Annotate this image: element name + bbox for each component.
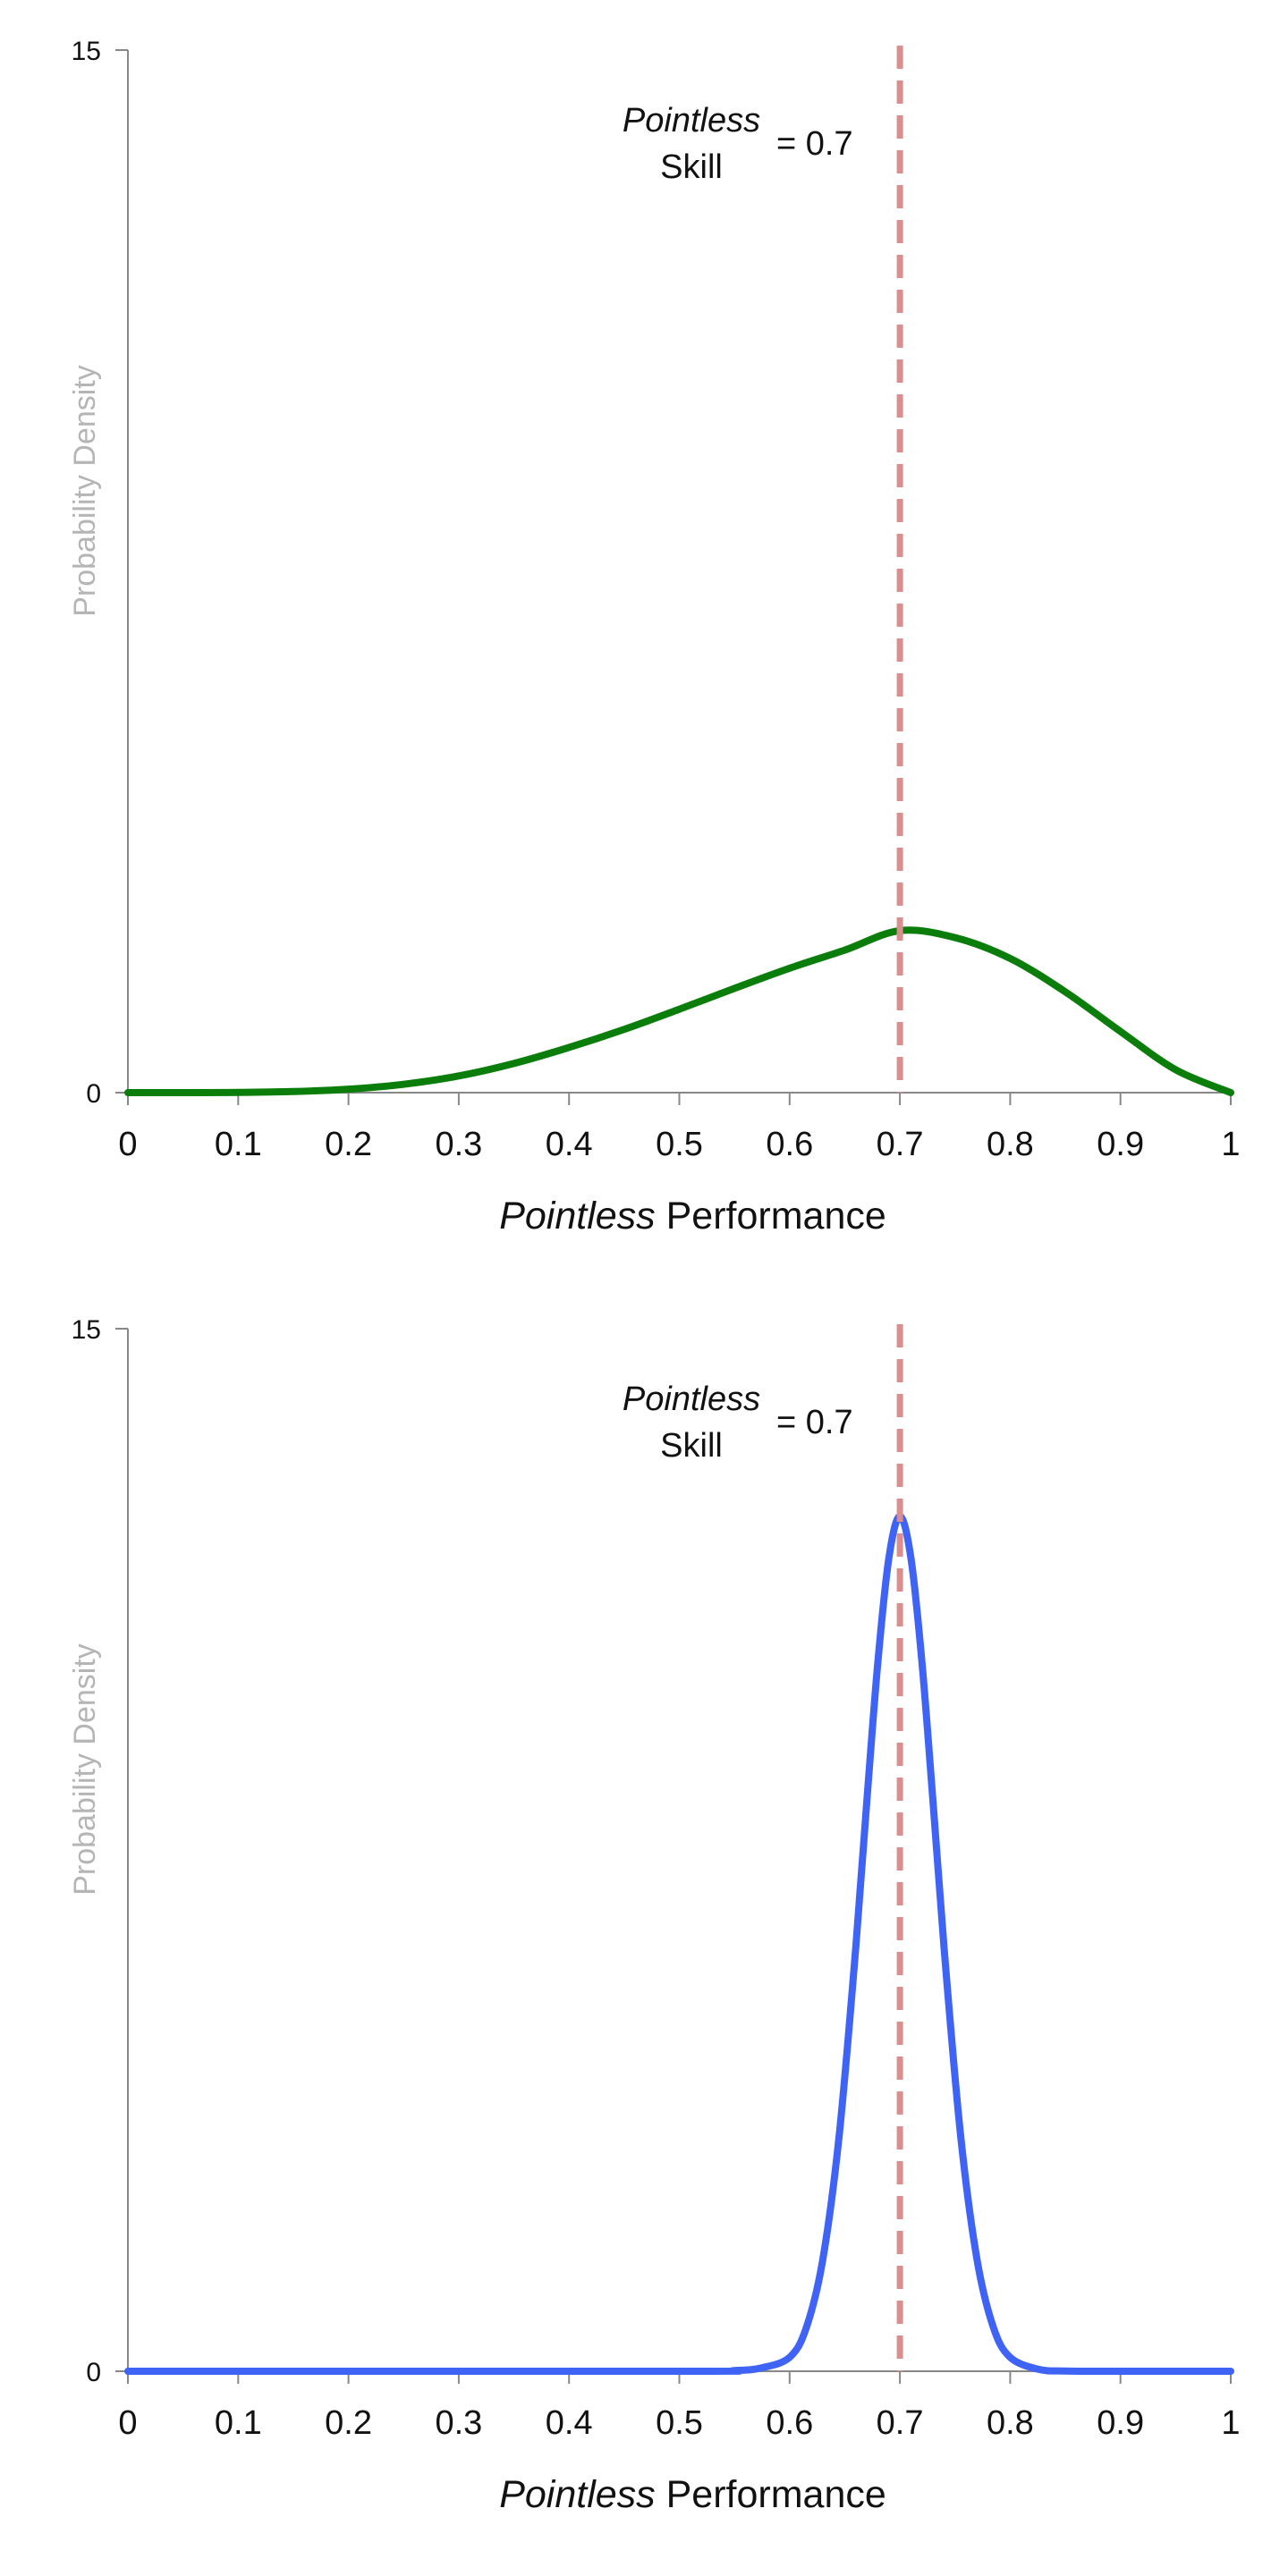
x-tick-label: 0.3	[435, 1126, 482, 1163]
y-tick-label: 15	[72, 37, 101, 66]
y-tick-label: 0	[86, 2358, 101, 2387]
x-tick-label: 0.2	[325, 1126, 372, 1163]
annotation-value: = 0.7	[776, 125, 853, 163]
annotation-skill: Skill	[660, 1427, 723, 1465]
x-tick-label: 0.7	[877, 1126, 924, 1163]
x-axis-label-italic: Pointless	[499, 1195, 655, 1237]
x-tick-label: 0.3	[435, 2404, 482, 2442]
x-tick-label: 1	[1221, 1126, 1240, 1163]
annotation-skill: Skill	[660, 148, 723, 186]
x-tick-label: 0.2	[325, 2404, 372, 2442]
y-tick-label: 15	[72, 1315, 101, 1345]
x-tick-label: 0.4	[546, 2404, 593, 2442]
x-tick-label: 0	[118, 1126, 137, 1163]
x-axis-label-rest: Performance	[666, 2473, 886, 2516]
chart-bottom: 0 0.1 0.2 0.3 0.4 0.5 0.6 0.7 0.8 0.9 1 0 15 Probabil…	[68, 1315, 1241, 2516]
x-tick-label: 0.8	[987, 1126, 1034, 1163]
x-tick-label: 0.6	[766, 1126, 813, 1163]
x-axis-label: Pointless Performance	[499, 1195, 886, 1237]
y-axis-label: Probability Density	[68, 1643, 102, 1896]
x-tick-label: 0.4	[546, 1126, 593, 1163]
x-tick-label: 0.8	[987, 2404, 1034, 2442]
x-tick-label: 0.1	[215, 1126, 262, 1163]
x-tick-label: 0	[118, 2404, 137, 2442]
x-tick-label: 0.5	[656, 1126, 703, 1163]
x-axis-label-rest: Performance	[666, 1195, 886, 1237]
x-tick-label: 0.9	[1097, 1126, 1144, 1163]
density-curve-series-0	[124, 926, 1234, 1097]
x-axis-label-space	[656, 2473, 666, 2516]
y-tick-label: 0	[86, 1079, 101, 1109]
annotation-pointless: Pointless	[623, 1381, 760, 1418]
chart-top: 0 0.1 0.2 0.3 0.4 0.5 0.6 0.7 0.8 0.9 1 0 15 Probabil…	[68, 37, 1241, 1237]
x-tick-label: 1	[1221, 2404, 1240, 2442]
x-tick-label: 0.9	[1097, 2404, 1144, 2442]
x-tick-label: 0.1	[215, 2404, 262, 2442]
y-axis-label: Probability Density	[68, 365, 102, 617]
annotation-value: = 0.7	[776, 1404, 853, 1441]
x-axis-label-italic: Pointless	[499, 2473, 655, 2516]
x-axis-label: Pointless Performance	[499, 2473, 886, 2516]
x-tick-label: 0.5	[656, 2404, 703, 2442]
density-curve-series-0	[124, 1512, 1234, 2376]
x-tick-label: 0.7	[877, 2404, 924, 2442]
x-tick-label: 0.6	[766, 2404, 813, 2442]
x-axis-label-space	[656, 1195, 666, 1237]
annotation-pointless: Pointless	[623, 102, 760, 139]
